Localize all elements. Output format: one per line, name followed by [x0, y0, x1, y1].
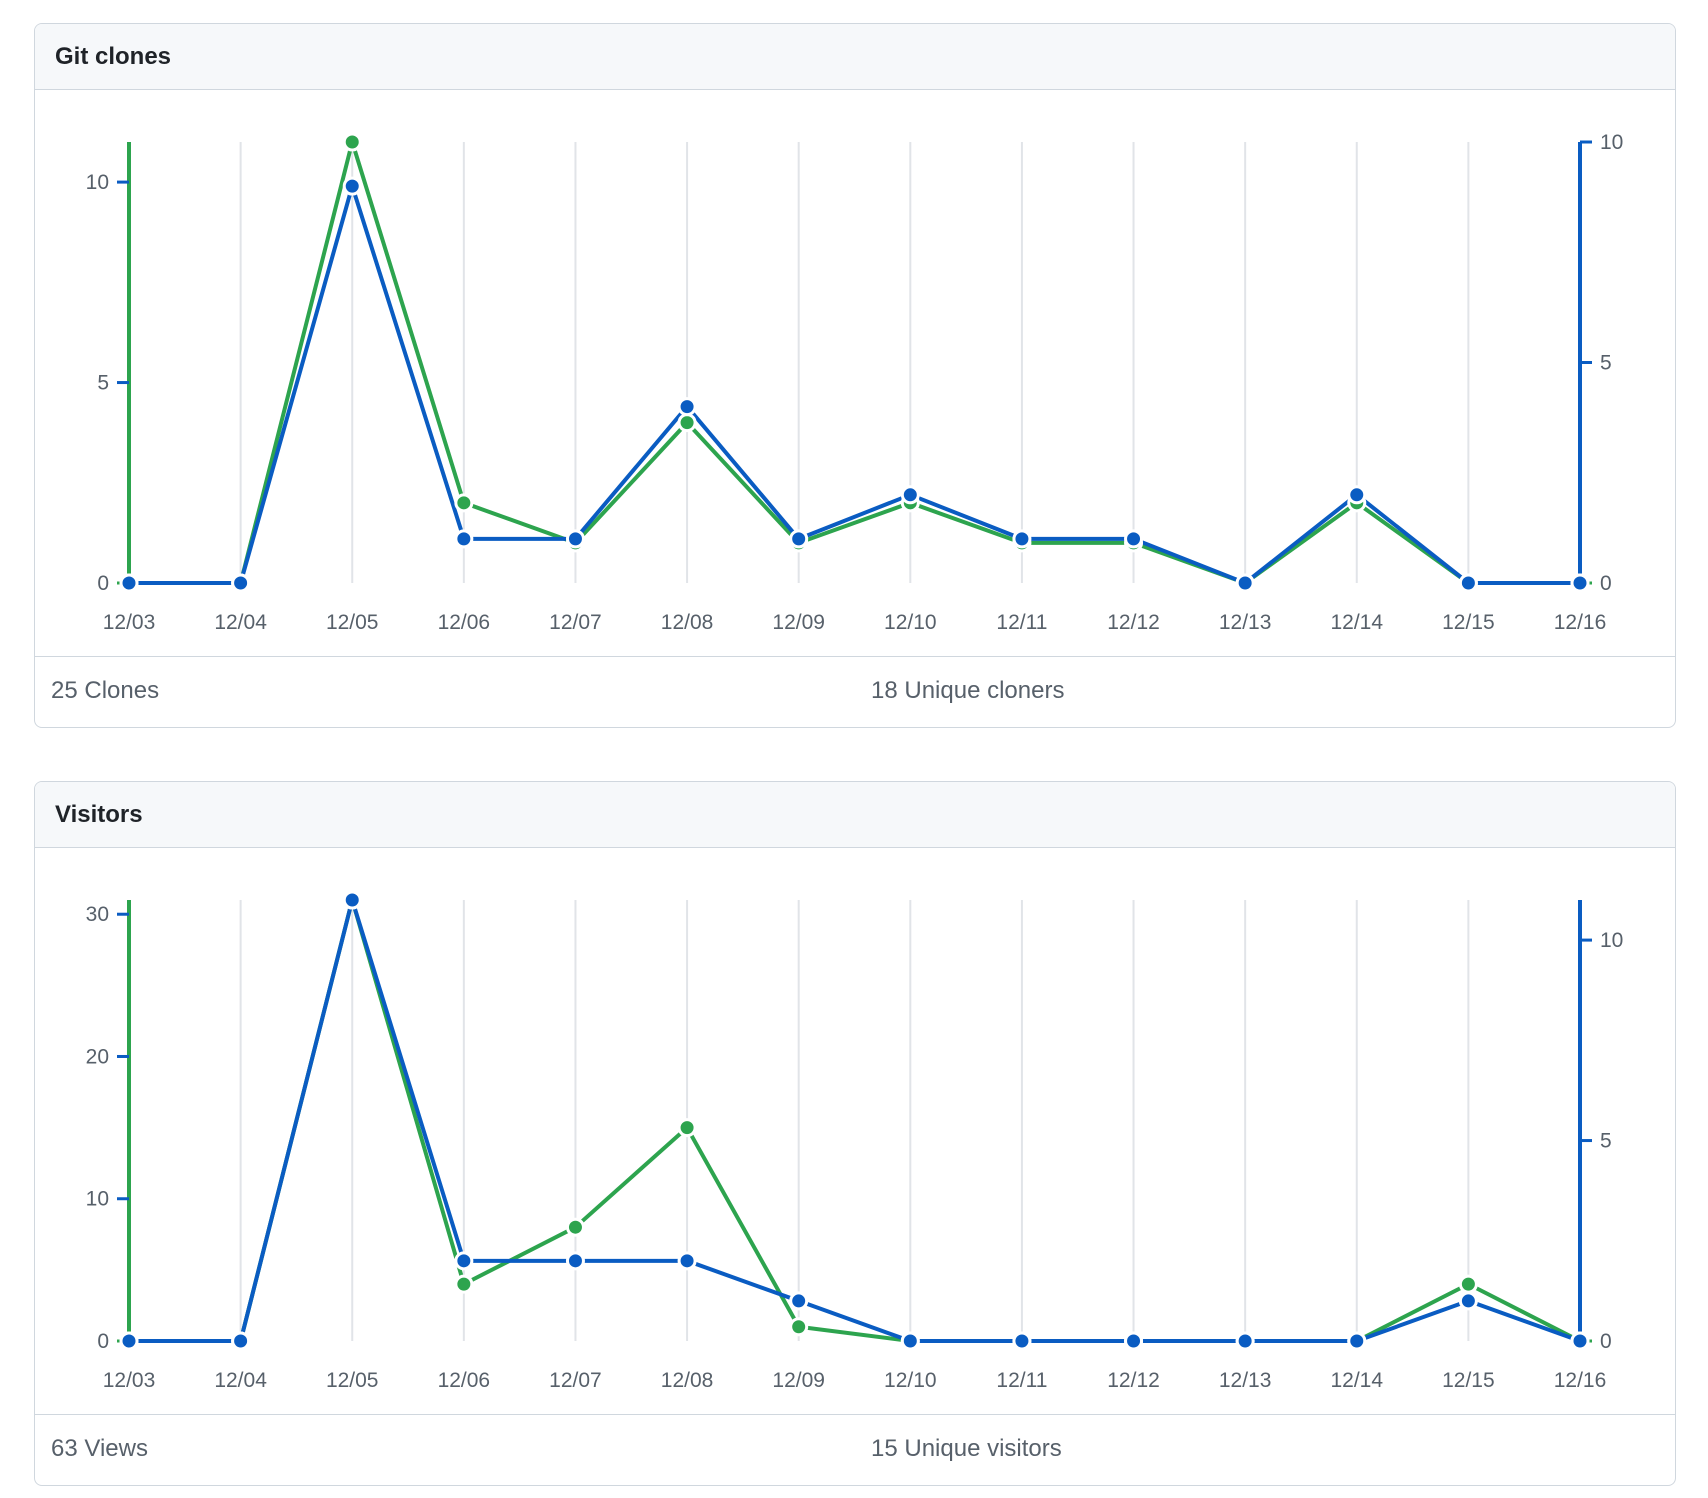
- data-point-clones: [342, 132, 362, 152]
- data-point-unique-cloners: [1570, 573, 1590, 593]
- git-clones-chart-svg: 0 5 10 0 5 10 12/03 12/04 12/05 12/06 12/07 12/08 12…: [86, 131, 1624, 634]
- data-point-unique-visitors: [789, 1291, 809, 1311]
- git-clones-footer: 25 Clones 18 Unique cloners: [35, 656, 1675, 725]
- data-point-unique-visitors: [1458, 1291, 1478, 1311]
- data-point-unique-visitors: [677, 1251, 697, 1271]
- data-point-unique-cloners: [231, 573, 251, 593]
- unique-cloners-count: 18 Unique cloners: [871, 677, 1065, 704]
- series-line-unique-cloners: [129, 184, 1580, 585]
- x-axis-tick-label: 12/08: [661, 611, 714, 634]
- right-axis-tick-label: 10: [1600, 131, 1623, 154]
- x-axis-tick-label: 12/15: [1442, 611, 1495, 634]
- left-axis-tick-label: 10: [86, 171, 109, 194]
- left-axis-tick-label: 20: [86, 1045, 109, 1068]
- right-axis-tick-label: 5: [1600, 352, 1612, 375]
- data-point-unique-cloners: [900, 485, 920, 505]
- x-axis-tick-label: 12/06: [438, 611, 491, 634]
- data-point-unique-cloners: [1124, 529, 1144, 549]
- data-point-unique-cloners: [1458, 573, 1478, 593]
- total-clones-count: 25 Clones: [51, 677, 160, 704]
- data-point-unique-visitors: [1235, 1331, 1255, 1351]
- x-axis-tick-label: 12/11: [996, 1369, 1047, 1392]
- unique-visitors-count: 15 Unique visitors: [871, 1435, 1062, 1462]
- left-axis-tick-label: 5: [97, 372, 109, 395]
- visitors-footer: 63 Views 15 Unique visitors: [35, 1414, 1675, 1483]
- x-axis-tick-label: 12/09: [772, 1369, 825, 1392]
- x-axis-tick-label: 12/05: [326, 1369, 379, 1392]
- x-axis-tick-label: 12/10: [884, 611, 937, 634]
- total-views-count: 63 Views: [51, 1435, 148, 1462]
- data-point-unique-visitors: [1012, 1331, 1032, 1351]
- right-axis-tick-label: 10: [1600, 929, 1623, 952]
- x-axis-tick-label: 12/13: [1219, 611, 1272, 634]
- x-axis-tick-label: 12/13: [1219, 1369, 1272, 1392]
- data-point-unique-cloners: [677, 397, 697, 417]
- right-axis-tick-label: 5: [1600, 1130, 1612, 1153]
- x-axis-tick-label: 12/03: [103, 1369, 156, 1392]
- left-axis-tick-label: 30: [86, 903, 109, 926]
- data-point-unique-visitors: [454, 1251, 474, 1271]
- visitors-chart-svg: 0 10 20 30 0 5 10 12/03 12/04 12/05 12/06 12/07 12/0…: [86, 890, 1623, 1392]
- git-clones-panel: Git clones 0 5 10 0 5 10 12/03 12/04 12/05 12/06 1…: [34, 23, 1676, 728]
- data-point-unique-cloners: [1012, 529, 1032, 549]
- data-point-unique-cloners: [1235, 573, 1255, 593]
- x-axis-tick-label: 12/03: [103, 611, 156, 634]
- data-point-views: [677, 1118, 697, 1138]
- x-axis-tick-label: 12/12: [1107, 1369, 1160, 1392]
- series-line-unique-visitors: [129, 898, 1581, 1343]
- right-axis-tick-label: 0: [1600, 1330, 1612, 1353]
- x-axis-tick-label: 12/09: [772, 611, 825, 634]
- x-axis-tick-label: 12/15: [1442, 1369, 1495, 1392]
- x-axis-tick-label: 12/10: [884, 1369, 937, 1392]
- x-axis-tick-label: 12/16: [1554, 1369, 1607, 1392]
- data-point-unique-visitors: [1124, 1331, 1144, 1351]
- data-point-unique-cloners: [454, 529, 474, 549]
- data-point-unique-visitors: [119, 1331, 139, 1351]
- data-point-views: [565, 1217, 585, 1237]
- x-axis-tick-label: 12/07: [549, 1369, 602, 1392]
- x-axis-tick-label: 12/05: [326, 611, 379, 634]
- x-axis-tick-label: 12/08: [661, 1369, 714, 1392]
- data-point-unique-cloners: [119, 573, 139, 593]
- data-point-views: [789, 1317, 809, 1337]
- data-point-unique-cloners: [342, 176, 362, 196]
- data-point-unique-visitors: [1570, 1331, 1590, 1351]
- left-axis-tick-label: 10: [86, 1188, 109, 1211]
- data-point-unique-cloners: [789, 529, 809, 549]
- x-axis-tick-label: 12/14: [1330, 1369, 1383, 1392]
- series-line-clones: [129, 140, 1580, 585]
- x-axis-tick-label: 12/07: [549, 611, 602, 634]
- visitors-title: Visitors: [35, 782, 1675, 848]
- visitors-panel: Visitors 0 10 20 30 0 5 10 12/03 12/04 12/05 12/06…: [34, 781, 1676, 1486]
- x-axis-tick-label: 12/04: [214, 1369, 267, 1392]
- left-axis-tick-label: 0: [97, 1330, 109, 1353]
- visitors-chart: 0 10 20 30 0 5 10 12/03 12/04 12/05 12/06 12/07 12/0…: [35, 848, 1675, 1414]
- x-axis-tick-label: 12/04: [214, 611, 267, 634]
- data-point-unique-visitors: [342, 890, 362, 910]
- data-point-clones: [454, 493, 474, 513]
- data-point-unique-cloners: [1347, 485, 1367, 505]
- data-point-unique-visitors: [565, 1251, 585, 1271]
- git-clones-chart: 0 5 10 0 5 10 12/03 12/04 12/05 12/06 12/07 12/08 12…: [35, 90, 1675, 656]
- data-point-clones: [677, 413, 697, 433]
- x-axis-tick-label: 12/14: [1330, 611, 1383, 634]
- git-clones-title: Git clones: [35, 24, 1675, 90]
- data-point-views: [1458, 1274, 1478, 1294]
- data-point-unique-cloners: [565, 529, 585, 549]
- right-axis-tick-label: 0: [1600, 572, 1612, 595]
- data-point-unique-visitors: [1347, 1331, 1367, 1351]
- x-axis-tick-label: 12/11: [996, 611, 1047, 634]
- data-point-unique-visitors: [900, 1331, 920, 1351]
- x-axis-tick-label: 12/12: [1107, 611, 1160, 634]
- data-point-views: [454, 1274, 474, 1294]
- x-axis-tick-label: 12/16: [1554, 611, 1607, 634]
- data-point-unique-visitors: [231, 1331, 251, 1351]
- x-axis-tick-label: 12/06: [438, 1369, 491, 1392]
- left-axis-tick-label: 0: [97, 572, 109, 595]
- series-line-views: [129, 898, 1581, 1343]
